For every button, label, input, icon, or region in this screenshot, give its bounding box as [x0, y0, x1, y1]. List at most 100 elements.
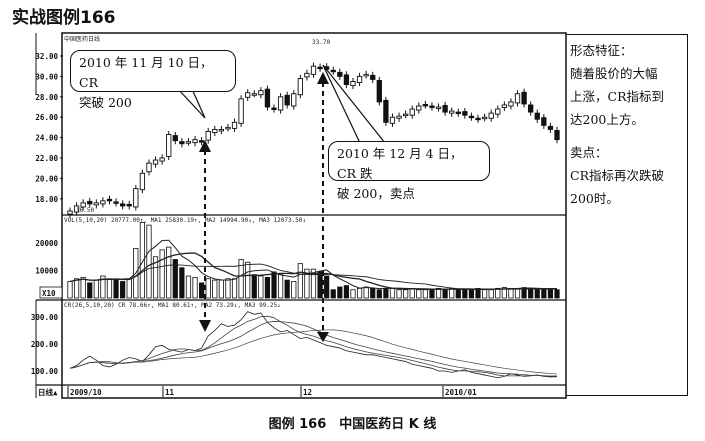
volume-bar [291, 281, 297, 299]
candle [330, 69, 336, 73]
candle [205, 131, 211, 141]
candle [67, 210, 73, 215]
candle [389, 116, 396, 124]
candle [179, 141, 185, 145]
volume-bar [205, 278, 211, 299]
price-tick-label: 24.00 [35, 134, 58, 143]
candle [245, 92, 251, 98]
volume-bar [106, 278, 113, 299]
volume-bar [495, 287, 501, 299]
candle [185, 141, 192, 144]
candle [442, 105, 448, 113]
volume-bar [330, 289, 336, 299]
volume-bar [422, 289, 428, 299]
candle [435, 106, 442, 109]
candle [449, 110, 455, 114]
buy-callout-pointer [177, 88, 206, 119]
candle [508, 101, 514, 107]
volume-bar [212, 279, 218, 299]
page-title: 实战图例166 [12, 8, 116, 28]
candle [376, 80, 382, 103]
candle [370, 74, 376, 80]
candle [363, 73, 369, 77]
candle [462, 111, 468, 116]
candle [133, 188, 139, 208]
cr-tick-label: 100.00 [31, 367, 59, 376]
volume-bar [370, 287, 376, 299]
candle [100, 200, 106, 205]
volume-bar [468, 288, 475, 299]
volume-bar [396, 289, 402, 299]
volume-bar [67, 281, 73, 299]
volume-bar [120, 281, 126, 299]
candle [337, 71, 343, 77]
candle [113, 201, 119, 204]
volume-bar [231, 278, 238, 299]
buy-callout: 2010 年 11 月 10 日，CR 突破 200 [70, 50, 236, 110]
price-tick-label: 18.00 [35, 195, 58, 204]
volume-bar [528, 287, 534, 299]
x-tick-label: 2009/10 [70, 388, 102, 397]
candle [192, 139, 198, 144]
volume-bar [126, 278, 132, 299]
volume-bar [87, 282, 93, 299]
volume-bar [488, 289, 494, 299]
candle [119, 203, 126, 207]
cr-tick-label: 300.00 [31, 313, 59, 322]
candle [231, 121, 238, 129]
volume-bar [403, 289, 409, 299]
volume-bar [166, 246, 172, 299]
volume-bar [264, 276, 271, 299]
candle [251, 93, 257, 96]
volume-bar [416, 289, 422, 299]
candle [396, 115, 402, 119]
price-tick-label: 22.00 [35, 154, 58, 163]
volume-bar [251, 274, 257, 299]
candle [554, 130, 560, 141]
sell-callout-pointer [322, 64, 386, 144]
candle [238, 98, 244, 124]
cr-ma-line [69, 321, 558, 377]
note-heading-pattern: 形态特征： [570, 43, 633, 58]
volume-bar [304, 268, 310, 299]
price-tick-label: 32.00 [35, 52, 58, 61]
figure-caption: 图例 166 中国医药日 K 线 [268, 417, 437, 432]
volume-bar [383, 287, 389, 299]
candle [475, 117, 481, 121]
candle [481, 116, 488, 120]
volume-bar [146, 224, 152, 299]
candle [284, 94, 290, 106]
pattern-note: 形态特征： 随着股价的大幅 上涨，CR指标到 达200上方。 卖点： CR指标再… [566, 34, 688, 396]
candle [106, 198, 113, 202]
volume-tick-label: 10000 [35, 267, 58, 276]
stock-label: 中国医药日线 [64, 35, 100, 43]
volume-bar [179, 267, 185, 299]
candle [87, 200, 93, 205]
cr-tick-label: 200.00 [31, 340, 59, 349]
volume-bar [363, 286, 369, 299]
chart-frame [35, 32, 567, 399]
candle [495, 108, 501, 115]
volume-legend: VOL(5,10,20) 20777.00↑, MA1 25830.19↑, M… [64, 217, 306, 224]
volume-bar [356, 287, 363, 299]
candle [528, 104, 534, 113]
candle [383, 99, 389, 123]
candle [126, 203, 132, 207]
note-heading-sell: 卖点： [570, 145, 608, 160]
candle [152, 159, 159, 165]
candle [488, 112, 494, 119]
x-tick-label: 2010/01 [445, 388, 477, 397]
volume-bar [350, 289, 356, 299]
candle [159, 157, 165, 162]
candle [73, 205, 80, 213]
volume-bar [337, 286, 343, 299]
candle [350, 81, 356, 87]
volume-bar [482, 289, 488, 299]
volume-bar [547, 288, 554, 299]
volume-bar [310, 268, 317, 299]
volume-bar [475, 287, 481, 299]
volume-bar [442, 288, 448, 299]
volume-bar [192, 276, 198, 299]
volume-bar [317, 271, 323, 299]
